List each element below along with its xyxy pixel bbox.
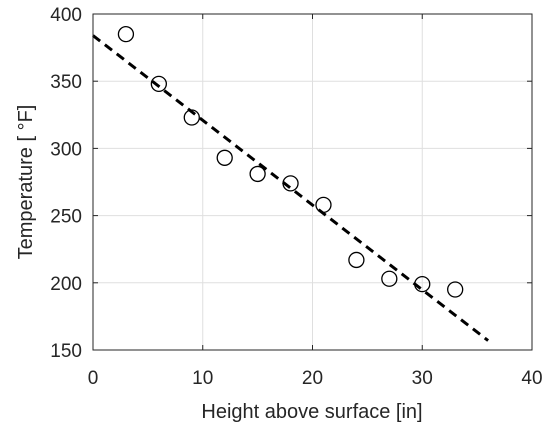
fit-line-layer [92,34,490,342]
y-tick-label: 400 [50,5,82,26]
data-point [414,275,431,293]
x-tick-label: 30 [412,368,433,389]
x-tick-label: 0 [88,368,99,389]
y-tick-label: 350 [50,72,82,93]
y-tick-label: 200 [50,274,82,295]
x-tick-label: 40 [521,368,542,389]
data-point [381,270,398,287]
data-point [150,75,168,93]
data-point [183,109,200,126]
data-point [447,281,464,298]
x-axis-title: Height above surface [in] [201,401,422,423]
y-tick-labels: 150 200 250 300 350 400 [50,5,82,362]
x-tick-labels: 0 10 20 30 40 [88,368,543,389]
y-tick-label: 250 [50,207,82,228]
x-tick-label: 20 [302,368,323,389]
data-point [282,175,299,192]
data-point [249,165,266,183]
data-points [117,26,464,298]
data-point [315,196,332,213]
y-axis-title: Temperature [ °F] [15,105,37,260]
fit-line [92,34,490,342]
axis-ticks [92,13,533,351]
data-point [216,149,233,166]
y-tick-label: 150 [50,341,82,362]
data-point [348,251,365,269]
y-tick-label: 300 [50,139,82,160]
x-tick-label: 10 [192,368,213,389]
data-point [117,26,135,43]
